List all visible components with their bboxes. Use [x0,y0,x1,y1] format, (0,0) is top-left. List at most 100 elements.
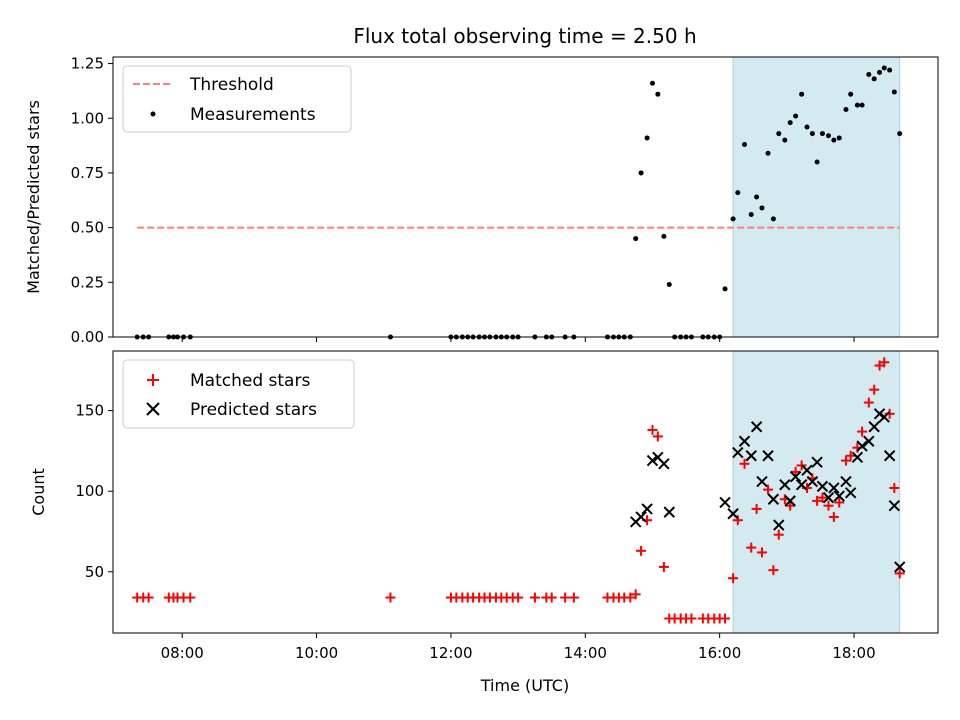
measurement-point [633,236,639,242]
y-tick-label: 50 [85,563,104,581]
measurement-point [809,131,815,137]
measurement-point [666,282,672,287]
ratio-y-ticks: 0.00 0.25 0.50 0.75 1.00 1.25 [71,55,113,346]
measurement-point [897,131,903,137]
matched-star-point [894,568,905,579]
predicted-star-point [762,450,774,462]
matched-star-point [756,547,767,558]
measurement-point [881,65,887,71]
predicted-star-point [663,506,675,518]
x-tick-label: 12:00 [429,644,472,662]
matched-star-point [790,466,801,477]
matched-star-point [796,460,807,471]
predicted-star-point [756,475,768,488]
measurement-point [866,72,872,77]
measurement-point [722,286,728,292]
count-y-axis-label: Count [29,468,48,516]
predicted-star-point [779,479,791,491]
x-tick-label: 14:00 [564,644,607,662]
measurement-point [765,150,771,156]
matched-star-point [625,592,636,603]
y-tick-label: 0.50 [71,219,104,237]
legend-predicted-swatch [146,402,160,416]
legend-measurements-swatch [150,111,156,117]
matched-star-point [658,561,669,572]
measurement-point [825,133,831,139]
predicted-star-point [888,499,901,512]
matched-star-point [834,497,845,508]
predicted-star-point [795,479,808,491]
measurement-point [759,205,765,211]
ratio-x-ticks [181,337,855,342]
x-tick-label: 18:00 [832,644,875,662]
matched-star-point [751,503,762,514]
measurement-point [814,159,820,165]
measurement-point [831,137,837,143]
matched-star-point [652,431,663,442]
matched-star-point [686,613,697,624]
predicted-star-point [822,491,835,504]
matched-star-point [863,397,874,408]
matched-star-point [720,613,731,624]
measurement-points [134,65,903,340]
measurement-point [887,67,893,73]
predicted-star-point [806,475,819,488]
measurement-point [836,135,842,141]
legend-matched-swatch [147,374,159,386]
predicted-star-point [851,451,864,464]
measurement-point [754,194,760,200]
predicted-star-point [828,482,840,494]
matched-star-point [185,592,196,603]
predicted-star-point [646,454,659,467]
predicted-star-point [784,495,796,507]
ratio-panel: 0.00 0.25 0.50 0.75 1.00 1.25 Matched/Predict… [24,55,939,346]
predicted-star-point [833,490,845,502]
matched-star-point [817,492,828,503]
measurement-point [782,137,788,143]
predicted-star-point [745,450,757,462]
matched-star-point [889,482,900,493]
matched-star-point [385,592,396,603]
matched-star-point [647,424,658,435]
count-x-ticks: 08:00 10:00 12:00 14:00 16:00 18:00 [161,633,876,662]
predicted-star-point [816,480,829,493]
count-panel-frame [112,350,939,634]
predicted-star-points [629,408,906,573]
measurement-point [787,120,793,126]
measurement-point [859,102,865,108]
matched-star-point [728,573,739,584]
measurement-point [799,91,805,97]
measurement-point [742,142,748,147]
ratio-legend: Threshold Measurements [122,65,352,133]
measurement-point [854,102,860,108]
measurement-point [644,135,650,141]
measurement-point [843,107,849,112]
ratio-y-axis-label: Matched/Predicted stars [24,100,43,294]
measurement-point [661,233,667,239]
observing-span-top [732,56,901,338]
y-tick-label: 0.00 [71,328,104,346]
measurement-point [638,170,644,176]
measurement-point [877,69,883,75]
predicted-star-point [727,508,739,520]
matched-star-point [763,484,774,495]
measurement-point [776,131,782,137]
ratio-legend-box [122,65,352,133]
predicted-star-point [738,435,751,447]
y-tick-label: 100 [75,482,104,500]
measurement-point [730,216,736,222]
matched-star-point [732,515,743,526]
predicted-star-point [856,440,868,452]
matched-star-point [568,592,579,603]
legend-threshold-label: Threshold [189,75,274,95]
y-tick-label: 0.25 [71,273,104,291]
legend-matched-label: Matched stars [190,371,310,391]
predicted-star-point [893,561,906,573]
matched-star-point [513,592,524,603]
matched-star-point [857,426,868,437]
measurement-point [804,124,810,130]
predicted-star-point [844,487,857,499]
measurement-point [793,113,799,119]
matched-star-point [785,500,796,511]
